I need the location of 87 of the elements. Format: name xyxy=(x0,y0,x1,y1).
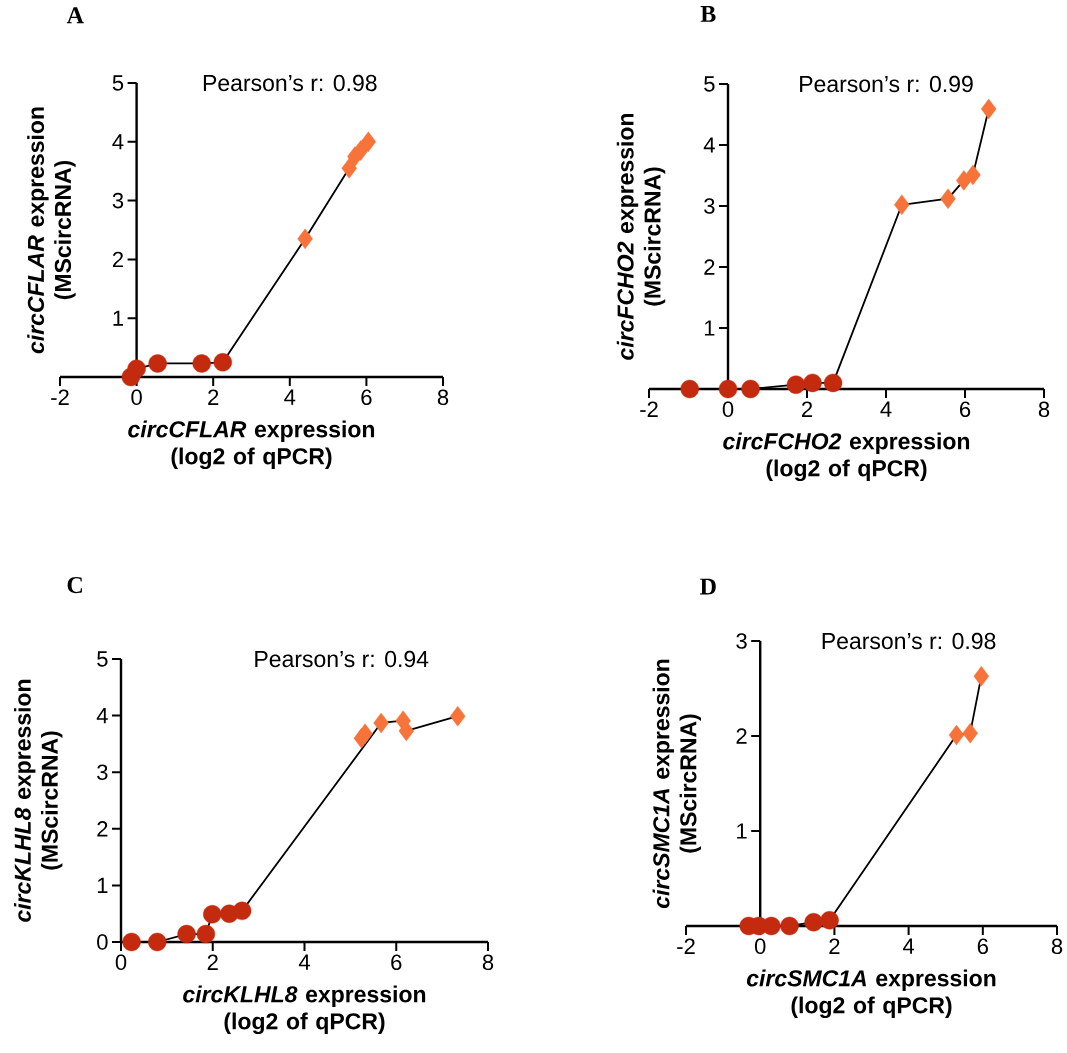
point xyxy=(122,932,141,952)
x-tick-label: 6 xyxy=(977,938,988,955)
point xyxy=(450,705,466,727)
y-tick-label: 2 xyxy=(97,821,108,837)
x-tick-label: 4 xyxy=(903,938,915,954)
y-tick-label: 5 xyxy=(112,75,124,91)
point xyxy=(973,665,990,687)
annotation: Pearson’s r: 0.98 xyxy=(203,74,377,92)
x-tick-label: 2 xyxy=(829,938,840,954)
point xyxy=(823,373,843,393)
point xyxy=(965,164,981,186)
x-tick-label: 2 xyxy=(802,401,813,417)
point xyxy=(360,131,377,152)
point xyxy=(741,379,760,399)
x-tick-label: 0 xyxy=(722,401,734,418)
x-tick-label: 4 xyxy=(298,954,310,970)
y-tick-label: 3 xyxy=(704,198,715,214)
annotation: Pearson’s r: 0.99 xyxy=(800,75,973,93)
x-tick-label: -2 xyxy=(677,938,695,954)
point xyxy=(148,932,167,952)
x-tick-label: 8 xyxy=(482,954,494,971)
x-axis-title: circCFLAR expression (log2 of qPCR) xyxy=(128,420,375,470)
x-tick-label: 6 xyxy=(391,954,402,971)
point xyxy=(297,228,313,250)
y-tick-label: 4 xyxy=(96,708,108,724)
point xyxy=(780,916,799,936)
y-tick-label: 1 xyxy=(737,823,747,839)
x-tick-label: 2 xyxy=(207,954,218,970)
point xyxy=(962,722,978,744)
x-tick-label: -2 xyxy=(640,401,658,417)
point xyxy=(213,353,232,372)
x-tick-label: 4 xyxy=(880,401,892,417)
point xyxy=(948,724,965,746)
y-tick-label: 2 xyxy=(704,259,715,275)
point xyxy=(786,375,806,394)
y-tick-label: 1 xyxy=(704,320,715,336)
x-axis-title: circKLHL8 expression (log2 of qPCR) xyxy=(183,985,426,1035)
x-tick-label: 8 xyxy=(1038,401,1050,418)
x-tick-label: 0 xyxy=(131,389,142,406)
point xyxy=(804,913,823,932)
chart-title: D xyxy=(700,578,716,595)
point xyxy=(680,379,699,399)
y-tick-label: 1 xyxy=(113,310,123,326)
point xyxy=(127,359,146,378)
y-tick-label: 3 xyxy=(112,192,124,209)
x-axis-title: circSMC1A expression (log2 of qPCR) xyxy=(746,969,996,1019)
y-tick-label: 2 xyxy=(736,728,747,744)
chart-title: A xyxy=(66,7,84,24)
point xyxy=(894,194,910,215)
point xyxy=(177,924,196,944)
point xyxy=(398,720,415,742)
point xyxy=(352,140,369,161)
y-tick-label: 2 xyxy=(112,251,123,268)
annotation: Pearson’s r: 0.98 xyxy=(822,632,996,650)
x-tick-label: 8 xyxy=(1051,938,1063,955)
annotation: Pearson’s r: 0.94 xyxy=(255,650,429,668)
point xyxy=(232,901,252,921)
y-tick-label: 5 xyxy=(97,651,108,667)
point xyxy=(196,924,216,944)
point xyxy=(718,379,738,399)
y-tick-label: 4 xyxy=(703,137,715,153)
point xyxy=(148,354,167,373)
point xyxy=(820,911,839,930)
point xyxy=(192,354,211,373)
y-tick-label: 4 xyxy=(112,134,124,150)
y-tick-label: 1 xyxy=(97,877,108,893)
x-tick-label: -2 xyxy=(51,389,69,405)
chart-title: B xyxy=(700,6,716,22)
chart-title: C xyxy=(67,577,82,594)
point xyxy=(357,723,373,744)
x-tick-label: 0 xyxy=(754,938,766,955)
x-tick-label: 8 xyxy=(437,389,449,406)
y-tick-label: 3 xyxy=(736,633,747,649)
point xyxy=(940,188,956,209)
point xyxy=(203,905,222,924)
x-tick-label: 2 xyxy=(208,389,219,405)
point xyxy=(803,373,822,393)
point xyxy=(341,158,357,179)
y-tick-label: 5 xyxy=(704,76,715,92)
x-axis-title: circFCHO2 expression (log2 of qPCR) xyxy=(723,432,970,482)
point xyxy=(762,916,781,936)
x-tick-label: 6 xyxy=(361,389,372,406)
x-tick-label: 4 xyxy=(284,389,296,405)
point xyxy=(373,712,389,734)
point xyxy=(981,98,997,120)
y-tick-label: 3 xyxy=(97,764,108,780)
x-tick-label: 6 xyxy=(960,401,971,418)
